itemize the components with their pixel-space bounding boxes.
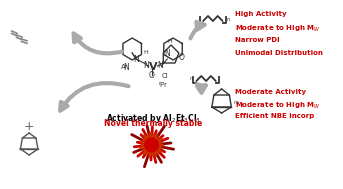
Text: N: N: [143, 60, 149, 70]
Text: $_n$: $_n$: [189, 75, 193, 83]
Text: N: N: [157, 60, 163, 70]
Text: Novel thermally stable: Novel thermally stable: [105, 119, 203, 128]
Text: O: O: [149, 70, 155, 80]
Text: +: +: [24, 119, 35, 132]
Text: Efficient NBE Incorp: Efficient NBE Incorp: [235, 113, 315, 119]
Text: Moderate to High M$_W$: Moderate to High M$_W$: [235, 24, 321, 34]
Text: Cl: Cl: [161, 73, 168, 79]
Text: Ar: Ar: [121, 64, 128, 70]
Text: Activated by Al$_2$Et$_3$Cl$_3$: Activated by Al$_2$Et$_3$Cl$_3$: [106, 112, 201, 125]
Text: V: V: [149, 62, 158, 72]
Text: $^i$Pr: $^i$Pr: [158, 79, 169, 91]
Text: High Activity: High Activity: [235, 11, 287, 17]
Text: $_n$: $_n$: [226, 15, 232, 25]
Text: Unimodal Distribution: Unimodal Distribution: [235, 50, 323, 56]
Text: Moderate Activity: Moderate Activity: [235, 89, 306, 95]
Text: H: H: [168, 39, 173, 44]
Circle shape: [145, 138, 158, 152]
Text: $_m$: $_m$: [233, 99, 240, 107]
Text: N: N: [133, 54, 139, 64]
Text: O: O: [179, 53, 185, 61]
Text: N: N: [164, 49, 170, 57]
Text: Narrow PDI: Narrow PDI: [235, 37, 280, 43]
Text: H: H: [143, 50, 148, 56]
Text: Moderate to High M$_W$: Moderate to High M$_W$: [235, 101, 321, 111]
Text: N: N: [123, 64, 129, 73]
